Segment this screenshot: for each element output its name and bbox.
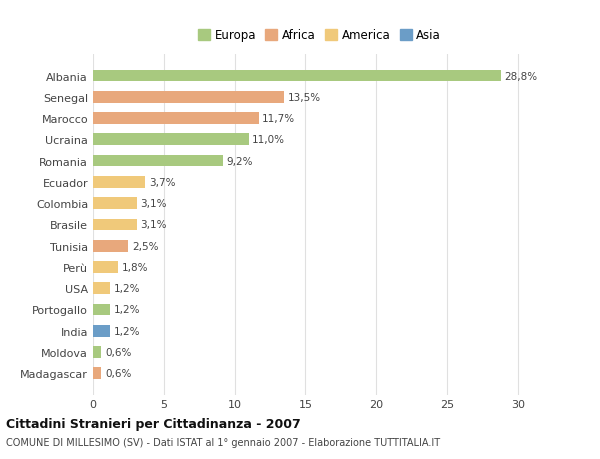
Bar [93, 325, 110, 337]
Text: 1,8%: 1,8% [122, 263, 149, 272]
Text: 3,1%: 3,1% [140, 220, 167, 230]
Bar [93, 134, 249, 146]
Bar [93, 219, 137, 231]
Bar [93, 347, 101, 358]
Text: 9,2%: 9,2% [227, 156, 253, 166]
Bar [93, 262, 118, 273]
Text: 3,7%: 3,7% [149, 178, 175, 187]
Bar [93, 198, 137, 209]
Bar [93, 241, 128, 252]
Bar [93, 113, 259, 125]
Bar [93, 304, 110, 316]
Text: 28,8%: 28,8% [504, 71, 538, 81]
Text: 13,5%: 13,5% [287, 93, 321, 102]
Text: 1,2%: 1,2% [113, 326, 140, 336]
Text: 2,5%: 2,5% [132, 241, 158, 251]
Text: 1,2%: 1,2% [113, 305, 140, 315]
Text: 11,0%: 11,0% [252, 135, 285, 145]
Legend: Europa, Africa, America, Asia: Europa, Africa, America, Asia [196, 27, 443, 45]
Bar [93, 283, 110, 294]
Bar [93, 177, 145, 188]
Text: 11,7%: 11,7% [262, 114, 295, 124]
Text: 0,6%: 0,6% [105, 369, 131, 379]
Bar [93, 156, 223, 167]
Text: 1,2%: 1,2% [113, 284, 140, 294]
Text: 0,6%: 0,6% [105, 347, 131, 357]
Text: COMUNE DI MILLESIMO (SV) - Dati ISTAT al 1° gennaio 2007 - Elaborazione TUTTITAL: COMUNE DI MILLESIMO (SV) - Dati ISTAT al… [6, 437, 440, 447]
Bar [93, 92, 284, 103]
Bar [93, 71, 500, 82]
Text: Cittadini Stranieri per Cittadinanza - 2007: Cittadini Stranieri per Cittadinanza - 2… [6, 417, 301, 430]
Text: 3,1%: 3,1% [140, 199, 167, 209]
Bar [93, 368, 101, 379]
